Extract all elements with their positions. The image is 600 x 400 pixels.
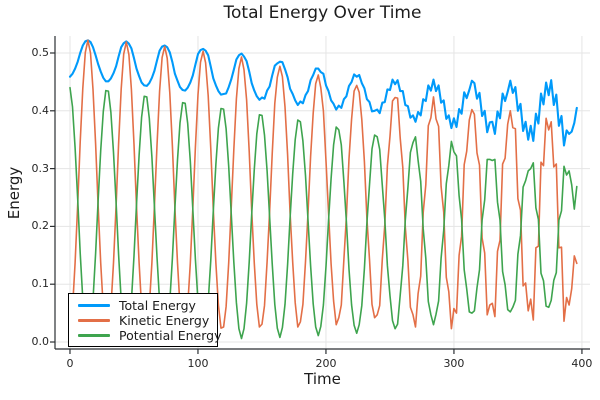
legend: Total Energy Kinetic Energy Potential En… bbox=[68, 293, 222, 347]
x-tick-label: 200 bbox=[315, 357, 337, 370]
total-energy-line bbox=[68, 39, 578, 147]
y-tick-label: 0.1 bbox=[31, 277, 50, 291]
legend-item-kinetic: Kinetic Energy bbox=[69, 313, 217, 328]
potential-energy-line bbox=[69, 86, 578, 343]
legend-label: Total Energy bbox=[119, 298, 196, 313]
x-tick-label: 0 bbox=[66, 357, 74, 370]
legend-item-potential: Potential Energy bbox=[69, 328, 222, 343]
total-energy-line-swatch bbox=[78, 304, 110, 307]
legend-item-total: Total Energy bbox=[69, 298, 217, 313]
legend-label: Kinetic Energy bbox=[119, 313, 210, 328]
x-tick-label: 100 bbox=[187, 357, 209, 370]
y-tick-label: 0.5 bbox=[31, 45, 50, 59]
legend-label: Potential Energy bbox=[119, 328, 222, 343]
x-axis-label: Time bbox=[304, 370, 341, 388]
x-tick-label: 400 bbox=[571, 357, 593, 370]
potential-energy-line-swatch bbox=[78, 334, 110, 337]
chart-title: Total Energy Over Time bbox=[223, 3, 422, 23]
kinetic-energy-line-swatch bbox=[78, 319, 110, 322]
y-axis-label: Energy bbox=[5, 166, 23, 220]
y-tick-label: 0.4 bbox=[31, 103, 50, 117]
y-tick-label: 0.0 bbox=[31, 335, 50, 348]
x-tick-label: 300 bbox=[443, 357, 465, 370]
kinetic-energy-line bbox=[69, 39, 578, 334]
y-tick-label: 0.3 bbox=[31, 161, 50, 175]
y-tick-label: 0.2 bbox=[31, 219, 50, 233]
